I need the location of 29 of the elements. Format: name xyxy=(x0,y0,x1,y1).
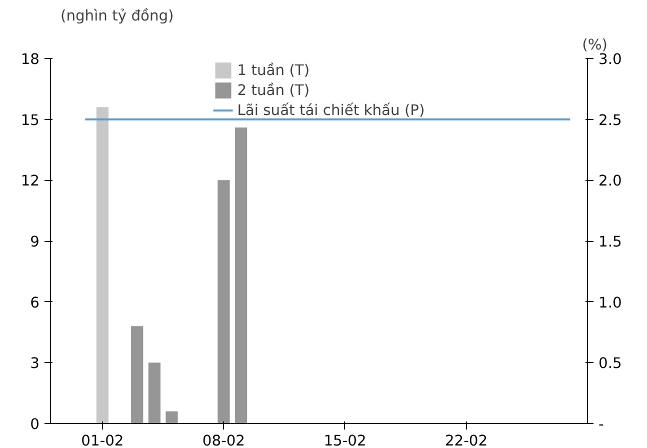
y-tick-label: 0 xyxy=(30,416,40,433)
legend-label: 2 tuần (T) xyxy=(237,82,310,98)
y-tick-label: 18 xyxy=(20,51,40,68)
y-tick-label: 15 xyxy=(20,112,40,129)
y-tick-label: 3 xyxy=(30,355,40,372)
y2-tick-label: - xyxy=(598,416,604,433)
x-tick-label: 15-02 xyxy=(324,432,366,448)
x-tick-label: 01-02 xyxy=(81,432,124,448)
y-tick-label: 9 xyxy=(30,234,40,250)
legend-label: 1 tuần (T) xyxy=(237,62,310,78)
y2-tick-label: 2.5 xyxy=(598,112,622,129)
bar xyxy=(96,107,109,424)
y2-tick-label: 2.0 xyxy=(598,172,622,190)
bar xyxy=(166,411,178,424)
y-tick-label: 12 xyxy=(20,172,40,190)
x-tick-label: 22-02 xyxy=(444,432,488,448)
y2-axis-title: (%) xyxy=(582,36,608,54)
y2-tick-label: 1.5 xyxy=(598,234,622,250)
y-tick-label: 6 xyxy=(30,294,40,312)
y2-tick-label: 3.0 xyxy=(598,51,622,68)
bar xyxy=(131,326,144,424)
bar xyxy=(218,180,230,424)
y2-tick-label: 1.0 xyxy=(598,294,622,312)
x-tick-label: 08-02 xyxy=(202,432,246,448)
bar xyxy=(148,362,160,424)
bar xyxy=(234,127,248,424)
y-axis-title: (nghìn tỷ đồng) xyxy=(60,8,174,24)
legend-label: Lãi suất tái chiết khấu (P) xyxy=(237,102,425,118)
y2-tick-label: 0.5 xyxy=(598,355,622,372)
